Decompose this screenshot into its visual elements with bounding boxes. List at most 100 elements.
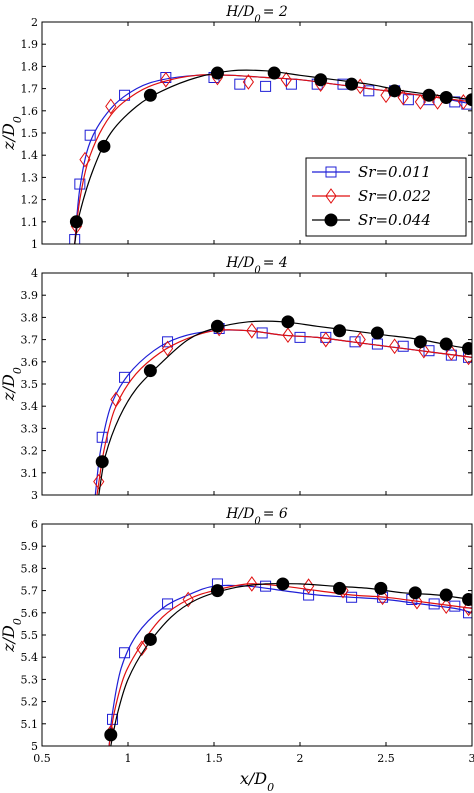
- data-point-square: [119, 371, 131, 383]
- data-point-circle: [210, 319, 224, 333]
- plot-area: [104, 576, 472, 746]
- data-point-square: [346, 591, 358, 603]
- data-point-circle: [333, 324, 347, 338]
- panel-title: H/D0 = 6: [225, 506, 288, 527]
- legend-label: Sr=0.022: [358, 187, 431, 205]
- y-tick-label: 3.2: [21, 445, 39, 458]
- y-tick-label: 5.3: [21, 673, 39, 686]
- chart-panel-2: H/D0 = 4 z/D0 3 3.1 3.2 3.3 3.4 3.5 3.6 3.7 3.8 3.9 4: [0, 255, 473, 502]
- series-curve-circle: [98, 320, 472, 495]
- data-point-circle: [97, 139, 111, 153]
- x-tick-label: 2.5: [377, 752, 395, 765]
- data-point-square: [84, 129, 96, 141]
- y-axis-label: z/D0: [0, 618, 24, 653]
- data-point-circle: [333, 581, 347, 595]
- data-point-square: [69, 234, 81, 244]
- x-tick-label: 1: [125, 752, 132, 765]
- y-tick-label: 5.2: [21, 696, 39, 709]
- plot-frame: [41, 523, 473, 747]
- data-point-square: [397, 340, 409, 352]
- data-point-circle: [465, 93, 472, 107]
- data-point-circle: [210, 66, 224, 80]
- data-point-circle: [314, 73, 328, 87]
- data-point-diamond: [376, 589, 389, 606]
- y-tick-label: 1.2: [21, 194, 39, 207]
- data-point-square: [162, 336, 174, 348]
- plot-area: [69, 66, 472, 244]
- y-tick-label: 5: [31, 740, 38, 753]
- data-point-circle: [95, 455, 109, 469]
- y-tick-label: 5.5: [21, 629, 39, 642]
- y-tick-label: 1.1: [21, 216, 39, 229]
- data-point-diamond: [282, 327, 294, 344]
- data-point-diamond: [182, 591, 194, 608]
- data-point-circle: [422, 88, 436, 102]
- data-point-diamond: [280, 71, 292, 88]
- data-point-square: [119, 89, 131, 101]
- y-tick-label: 1.7: [21, 83, 39, 96]
- data-point-circle: [276, 577, 290, 591]
- chart-panel-3: H/D0 = 6 z/D0 5 5.1 5.2 5.3 5.4 5.5 5.6 5.7 5.8 5.9 6…: [0, 506, 474, 765]
- y-tick-label: 3.4: [21, 400, 39, 413]
- y-tick-label: 1.4: [21, 149, 39, 162]
- data-point-circle: [439, 90, 453, 104]
- data-point-diamond: [445, 345, 457, 361]
- plot-area: [93, 315, 472, 495]
- data-point-square: [119, 647, 131, 659]
- data-point-circle: [374, 581, 388, 595]
- x-axis-label: x/D0: [240, 769, 274, 793]
- series-curve-square: [108, 584, 472, 746]
- y-tick-label: 1.9: [21, 38, 39, 51]
- y-tick-label: 1.5: [21, 127, 39, 140]
- data-point-diamond: [246, 576, 258, 592]
- x-tick-label: 2: [297, 752, 304, 765]
- data-point-circle: [462, 341, 472, 355]
- legend: Sr=0.011 Sr=0.022 Sr=0.044: [305, 157, 467, 237]
- legend-label: Sr=0.044: [358, 211, 431, 229]
- data-point-circle: [210, 584, 224, 598]
- data-point-square: [234, 78, 246, 90]
- panel-title: H/D0 = 4: [225, 255, 288, 276]
- data-point-diamond: [414, 94, 427, 110]
- data-point-circle: [267, 66, 281, 80]
- data-point-circle: [143, 88, 157, 102]
- data-point-diamond: [388, 338, 401, 355]
- data-point-circle: [370, 326, 384, 340]
- legend-marker-circle: [324, 213, 338, 227]
- data-point-square: [402, 94, 414, 106]
- data-point-diamond: [354, 331, 366, 348]
- data-point-diamond: [411, 593, 423, 610]
- data-point-diamond: [397, 89, 409, 106]
- data-point-diamond: [440, 598, 452, 615]
- data-point-circle: [143, 632, 157, 646]
- y-tick-label: 4: [31, 267, 38, 280]
- data-point-diamond: [105, 98, 117, 115]
- data-point-diamond: [79, 151, 91, 168]
- y-tick-label: 2: [31, 16, 38, 29]
- chart-panel-1: H/D0 = 2 z/D0 1 1.1 1.2 1.3 1.4 1.5 1.6 1.7 1.8 1.9 2…: [0, 4, 473, 251]
- plot-frame: [41, 272, 473, 496]
- data-point-square: [74, 178, 86, 190]
- y-tick-label: 1.8: [21, 60, 39, 73]
- data-point-circle: [104, 728, 118, 742]
- x-tick-label: 3: [469, 752, 474, 765]
- data-point-circle: [439, 588, 453, 602]
- y-axis-label: z/D0: [0, 116, 24, 151]
- data-point-square: [294, 331, 306, 343]
- y-tick-label: 3.6: [21, 356, 39, 369]
- y-tick-label: 3.7: [21, 334, 39, 347]
- data-point-circle: [413, 335, 427, 349]
- data-point-diamond: [110, 391, 122, 408]
- data-point-circle: [408, 586, 422, 600]
- y-tick-label: 3.1: [21, 467, 39, 480]
- data-point-square: [371, 338, 383, 350]
- data-point-diamond: [93, 473, 105, 490]
- plot-frame: [41, 21, 473, 245]
- y-tick-label: 3.8: [21, 311, 39, 324]
- series-curve-diamond: [96, 329, 472, 495]
- y-tick-label: 5.6: [21, 607, 39, 620]
- series-curve-diamond: [108, 583, 472, 746]
- data-point-diamond: [418, 342, 430, 359]
- data-point-circle: [439, 337, 453, 351]
- series-curve-square: [94, 329, 472, 495]
